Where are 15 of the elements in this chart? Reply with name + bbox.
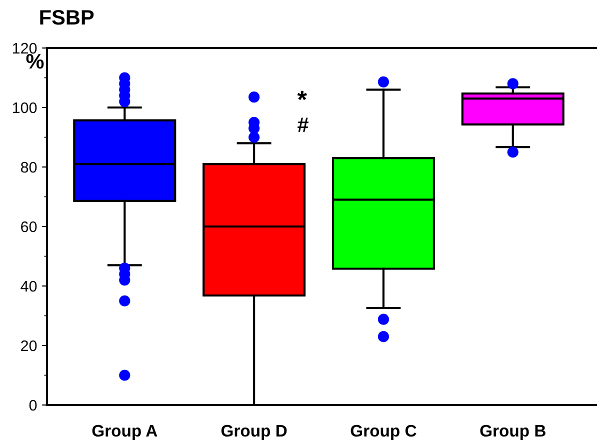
y-tick-label: 120 [12,42,37,54]
chart-title: FSBP [40,10,94,25]
y-tick-label: 60 [21,221,37,232]
y-tick-label: 100 [12,102,37,114]
y-axis-title: % [26,54,44,69]
y-tick-label: 0 [29,400,37,411]
y-tick-label: 40 [20,280,37,292]
x-tick-label: Group A [92,424,158,440]
annotation: # [298,118,308,132]
x-tick-label: Group C [350,424,416,440]
y-tick-label: 80 [20,162,37,173]
x-tick-label: Group D [221,424,287,440]
y-tick-label: 20 [21,340,37,352]
annotation: * [297,90,307,100]
x-tick-label: Group B [480,424,546,440]
